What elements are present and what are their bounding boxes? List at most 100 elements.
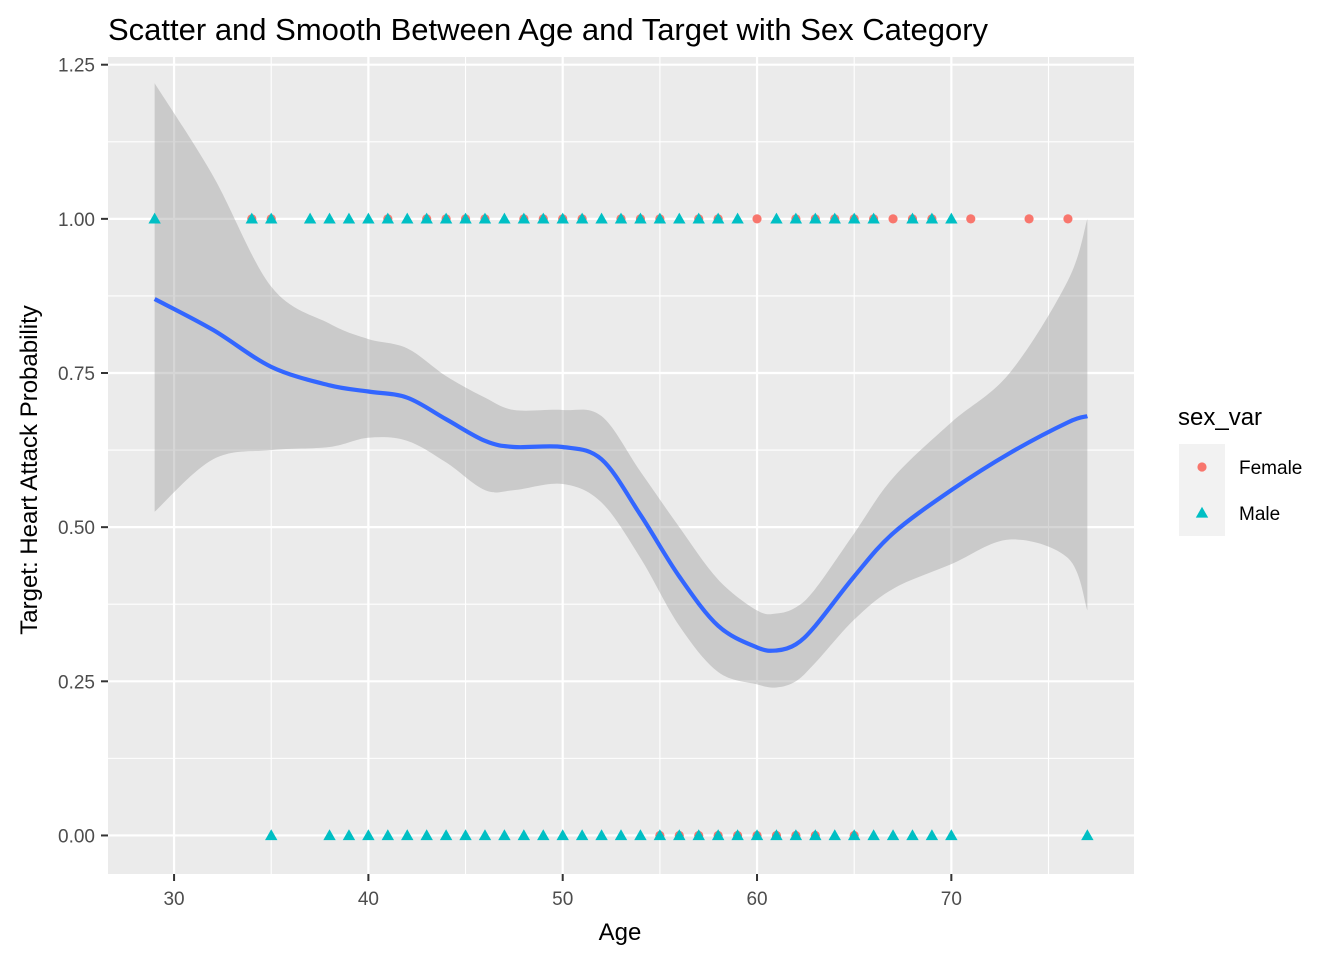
point-male (711, 212, 725, 224)
point-male (362, 829, 375, 841)
point-male (498, 829, 511, 841)
legend-label-female: Female (1239, 458, 1302, 479)
point-male (381, 829, 395, 841)
point-male (614, 829, 628, 841)
point-male (265, 212, 278, 224)
legend-title: sex_var (1178, 404, 1262, 431)
point-male (789, 829, 803, 841)
point-male (517, 212, 531, 224)
point-male (634, 212, 647, 224)
data-points (148, 212, 1094, 841)
point-male (537, 829, 550, 841)
legend-symbol-female (1197, 462, 1207, 472)
point-male (537, 212, 550, 224)
point-male (459, 212, 472, 224)
point-male (420, 829, 433, 841)
legend-keys: Female Male (1179, 444, 1302, 536)
point-male (303, 212, 317, 224)
point-male (731, 212, 744, 224)
point-male (556, 212, 569, 224)
point-male (945, 829, 958, 841)
point-male (1081, 829, 1094, 841)
x-tick-label: 50 (552, 889, 573, 910)
point-male (575, 829, 589, 841)
confidence-band-area (154, 83, 1088, 688)
point-male (789, 212, 803, 224)
point-male (925, 829, 939, 841)
y-tick-label: 1.25 (58, 56, 95, 77)
point-male (731, 829, 744, 841)
point-male (381, 212, 395, 224)
point-male (595, 829, 608, 841)
point-female (966, 214, 976, 224)
smooth-line-path (153, 297, 1088, 653)
point-male (945, 212, 958, 224)
x-axis-title: Age (599, 919, 642, 946)
point-male (692, 212, 705, 224)
point-male (323, 212, 336, 224)
y-tick-label: 0.75 (58, 364, 95, 385)
point-male (439, 829, 453, 841)
point-male (847, 829, 861, 841)
point-male (770, 212, 783, 224)
point-male (867, 212, 880, 224)
point-female (1024, 214, 1034, 224)
grid-major (108, 57, 1134, 874)
point-male (653, 829, 667, 841)
point-male (342, 829, 356, 841)
point-male (265, 829, 278, 841)
point-male (439, 212, 453, 224)
point-male (614, 212, 628, 224)
point-male (498, 212, 511, 224)
point-male (459, 829, 472, 841)
point-male (478, 212, 492, 224)
point-male (711, 829, 725, 841)
point-male (595, 212, 608, 224)
point-female (888, 214, 898, 224)
legend: sex_var Female Male (1178, 404, 1302, 536)
point-male (828, 212, 841, 224)
y-tick-label: 0.00 (58, 826, 95, 847)
x-tick-label: 70 (941, 889, 962, 910)
point-male (906, 829, 919, 841)
point-male (634, 829, 647, 841)
y-tick-label: 0.25 (58, 672, 95, 693)
legend-symbol-male (1195, 506, 1209, 518)
point-male (342, 212, 356, 224)
point-male (575, 212, 589, 224)
point-male (245, 212, 258, 224)
point-male (847, 212, 861, 224)
point-male (478, 829, 492, 841)
point-male (750, 829, 764, 841)
y-axis: 0.00 0.25 0.50 0.75 1.00 1.25 (58, 56, 108, 847)
x-tick-label: 40 (358, 889, 379, 910)
point-male (886, 829, 900, 841)
y-axis-title: Target: Heart Attack Probability (16, 305, 43, 634)
point-male (673, 212, 686, 224)
point-male (692, 829, 705, 841)
point-male (401, 212, 414, 224)
point-male (517, 829, 531, 841)
point-male (906, 212, 919, 224)
point-male (925, 212, 939, 224)
point-female (1063, 214, 1073, 224)
point-male (556, 829, 569, 841)
y-tick-label: 0.50 (58, 518, 95, 539)
point-male (770, 829, 783, 841)
legend-label-male: Male (1239, 504, 1280, 525)
point-male (420, 212, 433, 224)
point-male (867, 829, 880, 841)
x-tick-label: 30 (163, 889, 184, 910)
point-male (362, 212, 375, 224)
chart-title: Scatter and Smooth Between Age and Targe… (108, 12, 989, 47)
point-male (323, 829, 336, 841)
point-male (148, 212, 161, 224)
smooth-line (153, 297, 1088, 653)
point-male (653, 212, 667, 224)
x-tick-label: 60 (746, 889, 767, 910)
y-tick-label: 1.00 (58, 210, 95, 231)
point-male (809, 829, 822, 841)
confidence-band (154, 83, 1088, 688)
plot-panel (108, 57, 1134, 874)
